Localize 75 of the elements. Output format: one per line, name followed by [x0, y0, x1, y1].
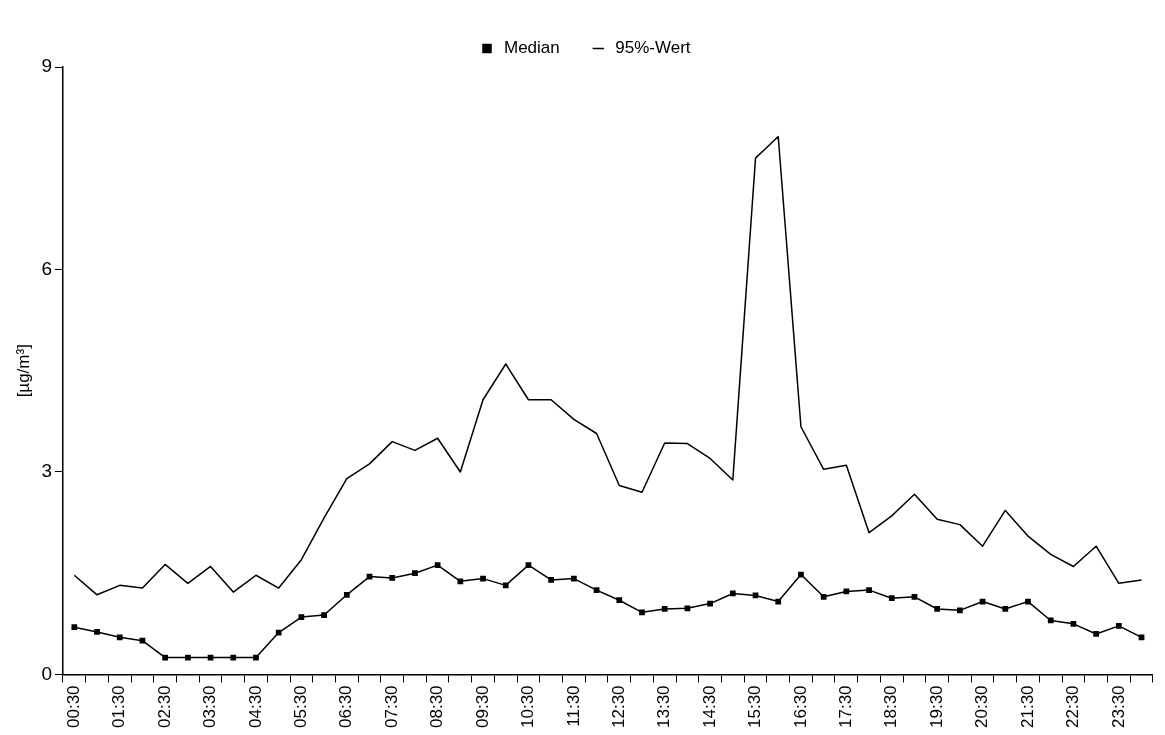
point: [593, 587, 600, 593]
point: [389, 575, 396, 581]
point: [707, 600, 713, 607]
x-tick-label: 20:30: [972, 685, 992, 729]
point: [888, 595, 895, 602]
x-tick-label: 12:30: [608, 685, 628, 729]
point: [434, 562, 441, 568]
point: [820, 593, 827, 600]
point: [457, 578, 464, 585]
point: [480, 575, 486, 582]
x-tick-label: 17:30: [836, 685, 856, 729]
point: [253, 654, 259, 661]
x-tick-label: 03:30: [200, 685, 220, 729]
x-tick-label: 23:30: [1108, 685, 1128, 729]
x-tick-label: 07:30: [381, 685, 401, 729]
point: [639, 609, 645, 616]
point: [843, 588, 850, 595]
x-tick-label: 10:30: [518, 685, 538, 729]
y-tick-label: 3: [41, 460, 52, 482]
point: [616, 597, 623, 604]
legend-label: 95%-Wert: [615, 38, 691, 58]
point: [162, 654, 169, 661]
point: [1002, 606, 1009, 612]
x-tick-label: 01:30: [109, 685, 129, 729]
point: [502, 582, 509, 589]
point: [1047, 617, 1054, 624]
x-tick-label: 09:30: [472, 685, 492, 729]
x-tick-label: 19:30: [926, 685, 946, 729]
point: [321, 612, 327, 618]
point: [116, 634, 123, 641]
x-tick-label: 15:30: [745, 685, 765, 729]
y-tick-label: 9: [41, 55, 52, 77]
x-tick-label: 16:30: [790, 685, 810, 729]
point: [1025, 598, 1031, 605]
x-tick-label: 05:30: [291, 685, 311, 729]
x-tick-label: 18:30: [881, 685, 901, 729]
point: [71, 624, 78, 631]
point: [957, 607, 963, 614]
point: [298, 614, 305, 620]
point: [525, 562, 532, 568]
x-tick-label: 21:30: [1017, 685, 1037, 729]
point: [548, 577, 555, 583]
point: [661, 606, 668, 612]
point: [866, 587, 872, 593]
x-tick-label: 08:30: [427, 685, 447, 729]
point: [934, 606, 941, 612]
point: [1115, 622, 1122, 629]
point: [1093, 631, 1099, 637]
y-tick-label: 0: [41, 662, 52, 684]
point: [571, 575, 577, 582]
legend-label: Median: [503, 38, 560, 58]
y-tick-label: 6: [41, 257, 52, 279]
x-tick-label: 22:30: [1063, 685, 1083, 729]
point: [684, 605, 691, 612]
point: [275, 629, 282, 636]
point: [1138, 634, 1145, 641]
x-tick-label: 04:30: [245, 685, 265, 729]
point: [911, 593, 918, 600]
point: [729, 590, 736, 597]
point: [798, 571, 804, 578]
x-tick-label: 11:30: [563, 685, 583, 727]
x-tick-label: 13:30: [654, 685, 674, 729]
point: [184, 654, 191, 661]
point: [412, 570, 418, 577]
point: [343, 591, 350, 598]
x-tick-label: 02:30: [154, 685, 174, 729]
x-tick-label: 14:30: [699, 685, 719, 729]
point: [94, 629, 100, 635]
x-tick-label: 00:30: [64, 685, 84, 729]
y-axis-title: [µg/m³]: [13, 344, 33, 398]
point: [230, 654, 237, 661]
point: [139, 637, 146, 644]
point: [775, 598, 782, 605]
x-tick-label: 06:30: [336, 685, 356, 729]
point: [1070, 620, 1077, 627]
